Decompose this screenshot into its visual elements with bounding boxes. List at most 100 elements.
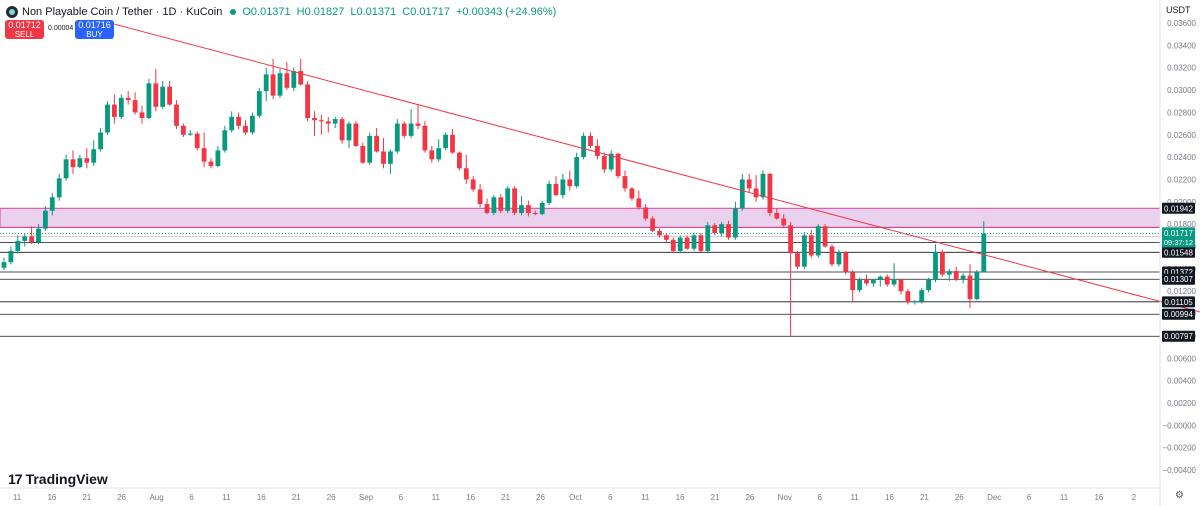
- price-axis-tick-label: 0.02800: [1167, 108, 1196, 117]
- candle-down: [470, 179, 476, 190]
- candle-up: [546, 183, 552, 203]
- price-level-label-box[interactable]: [1162, 330, 1195, 342]
- candle-up: [187, 133, 193, 135]
- candle-down: [553, 183, 559, 196]
- candle-up: [250, 115, 255, 133]
- buy-button[interactable]: 0.01716 BUY: [75, 20, 114, 39]
- candle-up: [919, 290, 925, 302]
- candle-down: [822, 226, 828, 247]
- candle-up: [912, 301, 918, 303]
- buy-label: BUY: [86, 30, 103, 39]
- candle-up: [146, 83, 152, 118]
- price-level-label-box[interactable]: [1162, 273, 1195, 285]
- price-level-label: 0.01307: [1164, 275, 1193, 284]
- price-level-label-box[interactable]: [1162, 308, 1195, 320]
- candle-up: [118, 97, 124, 117]
- time-axis-tick-label: 21: [501, 493, 510, 502]
- candle-down: [746, 179, 752, 189]
- price-level-label: 0.01942: [1164, 204, 1193, 213]
- candle-down: [567, 179, 573, 187]
- price-level-label-box[interactable]: [1162, 202, 1195, 214]
- candle-down: [319, 120, 324, 122]
- candle-down: [898, 280, 904, 292]
- candle-down: [325, 121, 331, 124]
- price-level-label-box[interactable]: [1162, 296, 1195, 308]
- time-axis-tick-label: 21: [292, 493, 301, 502]
- time-axis-tick-label: 16: [47, 493, 56, 502]
- currency-label[interactable]: USDT: [1166, 5, 1191, 15]
- price-axis-tick-label: 0.00200: [1167, 399, 1196, 408]
- candle-up: [408, 123, 414, 136]
- candle-down: [174, 104, 179, 126]
- candle-down: [636, 198, 642, 208]
- time-axis-tick-label: 26: [536, 493, 545, 502]
- time-axis-tick-label: 26: [117, 493, 126, 502]
- candle-down: [181, 125, 186, 135]
- candle-down: [884, 276, 890, 285]
- brand-name: TradingView: [25, 471, 108, 487]
- candle-down: [753, 188, 759, 198]
- candle-down: [526, 205, 531, 213]
- price-axis-tick-label: 0.00600: [1167, 354, 1196, 363]
- candle-up: [229, 116, 235, 131]
- price-level-label: 0.00797: [1164, 332, 1193, 341]
- price-axis-tick-label: −0.00400: [1162, 466, 1196, 475]
- candle-down: [864, 280, 869, 284]
- candle-up: [739, 179, 745, 209]
- descending-trendline[interactable]: [114, 23, 1200, 317]
- candle-down: [208, 161, 214, 167]
- sell-button[interactable]: 0.01712 SELL: [5, 20, 44, 39]
- candle-down: [153, 83, 159, 107]
- ohlc-high: H0.01827: [296, 6, 345, 18]
- bar-countdown-label: 09:37:12: [1164, 238, 1193, 247]
- candle-up: [291, 71, 297, 88]
- candle-down: [629, 188, 635, 199]
- candle-up: [877, 276, 883, 281]
- price-level-label: 0.01372: [1164, 268, 1193, 277]
- candle-up: [960, 275, 966, 279]
- time-axis-tick-label: 21: [920, 493, 929, 502]
- candle-down: [429, 150, 435, 160]
- candle-up: [277, 73, 283, 96]
- price-level-label-box[interactable]: [1162, 246, 1195, 258]
- candle-down: [601, 155, 607, 170]
- settings-gear-icon[interactable]: ⚙: [1175, 490, 1184, 501]
- candle-down: [298, 71, 304, 85]
- candle-up: [91, 149, 97, 163]
- candle-down: [532, 212, 538, 215]
- symbol-title[interactable]: Non Playable Coin / Tether · 1D · KuCoin: [22, 6, 223, 18]
- candle-down: [457, 152, 462, 169]
- tradingview-logo[interactable]: 17 TradingView: [8, 471, 108, 487]
- time-axis-tick-label: 11: [222, 493, 231, 502]
- time-axis-tick-label: 2: [1132, 493, 1137, 502]
- price-axis-tick-label: 0.00400: [1167, 377, 1196, 386]
- candle-down: [595, 145, 600, 156]
- sell-price: 0.01712: [8, 20, 41, 30]
- time-axis-tick-label: 11: [432, 493, 441, 502]
- candle-down: [615, 153, 621, 177]
- time-axis-tick-label: Dec: [987, 493, 1001, 502]
- price-axis-tick-label: 0.02400: [1167, 153, 1196, 162]
- time-axis-tick-label: 16: [466, 493, 475, 502]
- candle-up: [574, 157, 580, 187]
- ohlc-open: O0.01371: [242, 6, 291, 18]
- price-axis-tick-label: 0.02200: [1167, 175, 1196, 184]
- candle-up: [677, 237, 683, 251]
- candle-up: [933, 252, 938, 281]
- candle-down: [684, 237, 690, 249]
- time-axis-tick-label: 6: [189, 493, 194, 502]
- candle-down: [940, 252, 945, 275]
- current-price-label-box[interactable]: [1162, 227, 1195, 248]
- time-axis[interactable]: 11 16 21 26 Aug 6 11 16 21 26 Sep 6 11 16 21 26 Oct 6 11 16…: [13, 493, 1137, 502]
- time-axis-tick-label: 16: [885, 493, 894, 502]
- time-axis-tick-label: 26: [955, 493, 964, 502]
- resistance-zone[interactable]: [0, 207, 1161, 229]
- candle-up: [871, 280, 876, 284]
- candle-up: [332, 119, 338, 124]
- price-axis-tick-label: −0.00000: [1162, 421, 1196, 430]
- candle-down: [125, 97, 131, 101]
- candle-up: [388, 151, 393, 164]
- candle-up: [802, 235, 807, 267]
